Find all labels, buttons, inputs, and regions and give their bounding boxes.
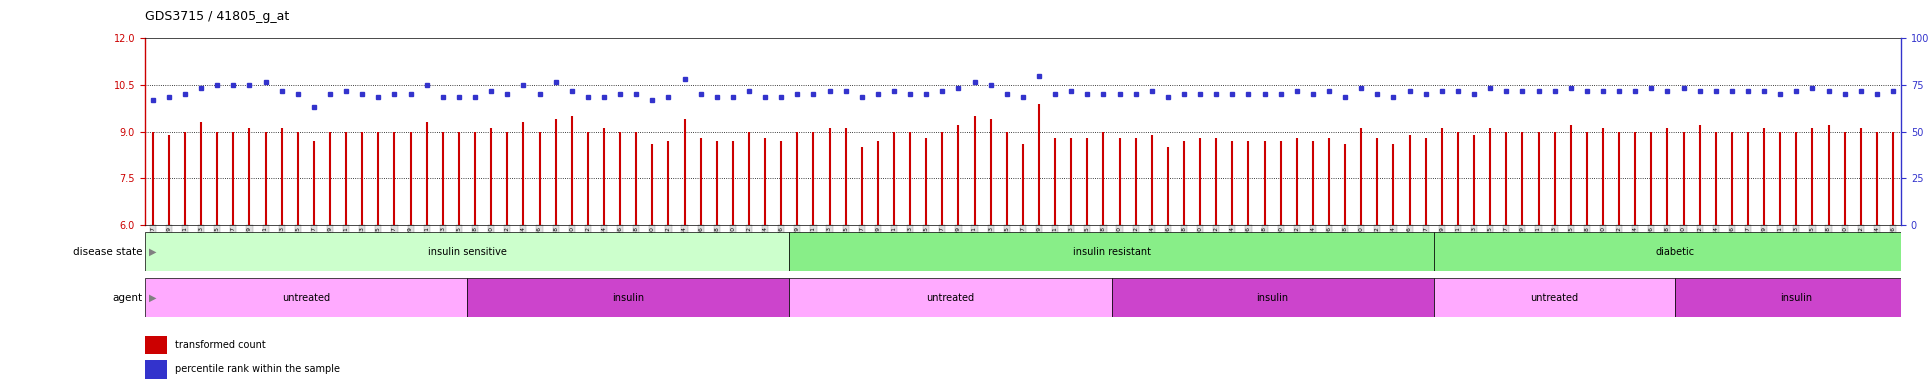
Bar	[145, 278, 467, 317]
Bar	[1434, 278, 1675, 317]
Text: untreated: untreated	[1530, 293, 1579, 303]
Text: ▶: ▶	[149, 293, 156, 303]
Text: insulin: insulin	[1256, 293, 1289, 303]
Text: insulin sensitive: insulin sensitive	[428, 247, 506, 257]
Text: diabetic: diabetic	[1656, 247, 1695, 257]
Text: disease state: disease state	[73, 247, 143, 257]
Text: agent: agent	[112, 293, 143, 303]
Text: insulin resistant: insulin resistant	[1073, 247, 1150, 257]
Bar	[467, 278, 789, 317]
Text: GDS3715 / 41805_g_at: GDS3715 / 41805_g_at	[145, 10, 290, 23]
Text: insulin: insulin	[612, 293, 645, 303]
Bar	[1112, 278, 1434, 317]
Bar	[145, 232, 789, 271]
Text: ▶: ▶	[149, 247, 156, 257]
Bar	[789, 278, 1112, 317]
Bar	[1675, 278, 1916, 317]
Bar	[789, 232, 1434, 271]
Text: untreated: untreated	[282, 293, 330, 303]
Text: transformed count: transformed count	[176, 340, 266, 350]
Bar	[1434, 232, 1916, 271]
Text: untreated: untreated	[926, 293, 975, 303]
Text: insulin: insulin	[1779, 293, 1812, 303]
Bar	[145, 336, 166, 354]
Text: percentile rank within the sample: percentile rank within the sample	[176, 364, 340, 374]
Bar	[145, 360, 166, 379]
